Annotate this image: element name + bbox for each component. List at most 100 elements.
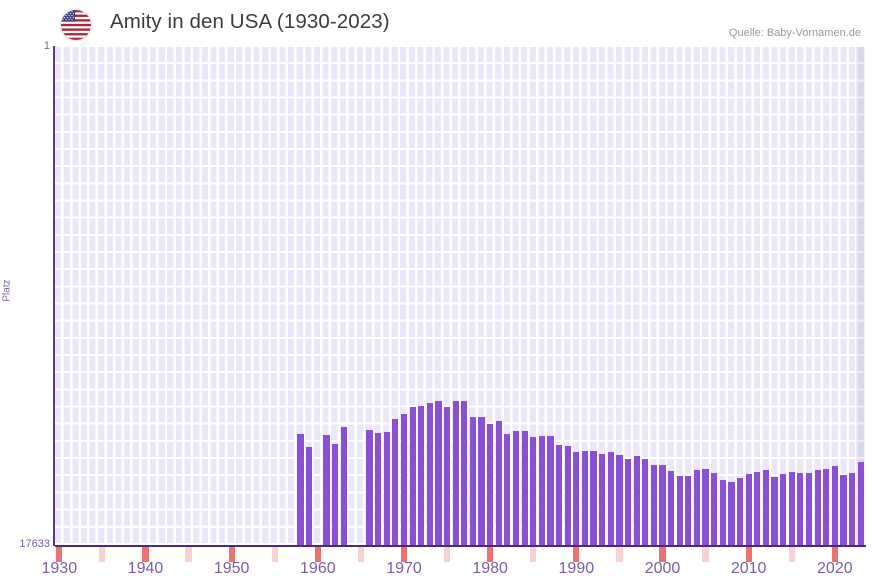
bar-2011[interactable]	[754, 472, 761, 545]
x-tick-marker-1935	[99, 547, 106, 562]
plot-grid	[55, 47, 865, 545]
bar-1995[interactable]	[616, 454, 623, 545]
bar-1979[interactable]	[478, 417, 485, 545]
bar-1996[interactable]	[624, 458, 632, 545]
x-axis-label-1930: 1930	[41, 560, 78, 577]
x-tick-marker-1960	[314, 547, 321, 562]
y-axis-line	[53, 46, 55, 546]
bar-1981[interactable]	[495, 421, 502, 545]
bar-2009[interactable]	[736, 478, 744, 545]
x-tick-marker-1930	[56, 547, 63, 562]
bar-1971[interactable]	[409, 407, 416, 545]
bar-1967[interactable]	[375, 432, 382, 545]
x-tick-marker-2010	[745, 547, 752, 562]
bar-1986[interactable]	[538, 435, 545, 545]
x-axis-labels: 1930 1940 1950 1960 1970 1980 1990 2000 2010 2020	[0, 560, 873, 587]
x-axis-label-1980: 1980	[472, 560, 508, 577]
incomplete-data-overlay	[856, 47, 865, 545]
bar-1992[interactable]	[590, 450, 597, 545]
x-axis-label-1950: 1950	[213, 560, 250, 577]
x-tick-marker-1985	[530, 547, 537, 562]
bar-1985[interactable]	[530, 436, 537, 545]
bar-2001[interactable]	[668, 471, 675, 545]
bar-1973[interactable]	[426, 402, 433, 545]
x-tick-marker-1990	[573, 547, 580, 562]
bar-1969[interactable]	[392, 419, 399, 545]
x-axis-line	[55, 545, 866, 547]
x-axis-label-1940: 1940	[127, 560, 164, 577]
bar-1994[interactable]	[607, 451, 614, 545]
bar-2008[interactable]	[728, 481, 735, 545]
bar-1966[interactable]	[366, 429, 373, 545]
bar-2022[interactable]	[848, 473, 856, 545]
x-axis-tick-strip	[55, 547, 865, 562]
x-tick-marker-2015	[788, 547, 795, 562]
bar-2014[interactable]	[780, 473, 787, 545]
bar-1958[interactable]	[297, 434, 304, 545]
x-tick-marker-1965	[357, 547, 364, 562]
bar-2002[interactable]	[676, 476, 683, 545]
x-tick-marker-1955	[271, 547, 278, 562]
bar-1990[interactable]	[573, 451, 580, 545]
bar-1980[interactable]	[487, 424, 494, 545]
x-tick-marker-1945	[185, 547, 192, 562]
bar-1968[interactable]	[383, 431, 390, 545]
bar-2020[interactable]	[831, 465, 838, 545]
bar-1999[interactable]	[650, 464, 657, 545]
bar-2007[interactable]	[719, 480, 726, 545]
bar-1962[interactable]	[331, 444, 339, 545]
bar-1975[interactable]	[443, 406, 451, 545]
bar-2013[interactable]	[771, 476, 778, 545]
bar-1959[interactable]	[306, 447, 313, 545]
x-tick-marker-1940	[142, 547, 149, 562]
bar-2021[interactable]	[840, 474, 847, 545]
bar-2015[interactable]	[788, 472, 795, 545]
x-tick-marker-2005	[702, 547, 709, 562]
bar-1998[interactable]	[642, 459, 649, 545]
x-tick-marker-2000	[659, 547, 666, 562]
y-axis-bottom-label: 17633	[19, 538, 50, 550]
bar-1976[interactable]	[452, 401, 459, 545]
bar-1993[interactable]	[599, 453, 606, 545]
y-axis-top-label: 1	[43, 40, 50, 52]
x-tick-marker-1950	[228, 547, 235, 562]
bar-2018[interactable]	[814, 470, 821, 545]
bar-2017[interactable]	[805, 473, 813, 545]
x-tick-marker-1970	[400, 547, 408, 562]
bar-1997[interactable]	[633, 456, 640, 545]
bar-1977[interactable]	[461, 400, 468, 545]
x-tick-marker-2020	[831, 547, 838, 562]
bar-2004[interactable]	[693, 470, 701, 545]
us-flag-icon	[61, 10, 91, 40]
bar-2019[interactable]	[823, 468, 830, 545]
bar-1963[interactable]	[340, 426, 347, 545]
bar-2006[interactable]	[711, 472, 718, 545]
source-attribution: Quelle: Baby-Vornamen.de	[728, 27, 861, 39]
bar-1961[interactable]	[323, 435, 330, 545]
bar-1984[interactable]	[521, 430, 528, 545]
bar-1974[interactable]	[435, 400, 442, 545]
bar-1983[interactable]	[512, 430, 520, 545]
x-axis-label-2010: 2010	[730, 560, 767, 577]
bar-series[interactable]	[55, 47, 865, 545]
x-axis-label-1970: 1970	[386, 560, 422, 577]
bar-2010[interactable]	[745, 473, 752, 545]
bar-1970[interactable]	[400, 414, 408, 545]
page-title: Amity in den USA (1930-2023)	[110, 10, 390, 33]
bar-1991[interactable]	[581, 451, 589, 545]
bar-2000[interactable]	[659, 465, 666, 545]
x-tick-marker-1980	[487, 547, 494, 562]
bar-2012[interactable]	[762, 469, 769, 545]
bar-1987[interactable]	[547, 435, 554, 545]
bar-2003[interactable]	[685, 475, 692, 545]
bar-1982[interactable]	[504, 433, 511, 545]
bar-2023[interactable]	[857, 461, 864, 545]
bar-1978[interactable]	[469, 417, 476, 545]
bar-1972[interactable]	[418, 405, 425, 545]
x-tick-marker-1975	[443, 547, 451, 562]
bar-1989[interactable]	[564, 445, 571, 545]
bar-2016[interactable]	[797, 472, 804, 545]
plot-area	[55, 47, 865, 545]
bar-2005[interactable]	[702, 468, 709, 545]
bar-1988[interactable]	[555, 445, 563, 545]
